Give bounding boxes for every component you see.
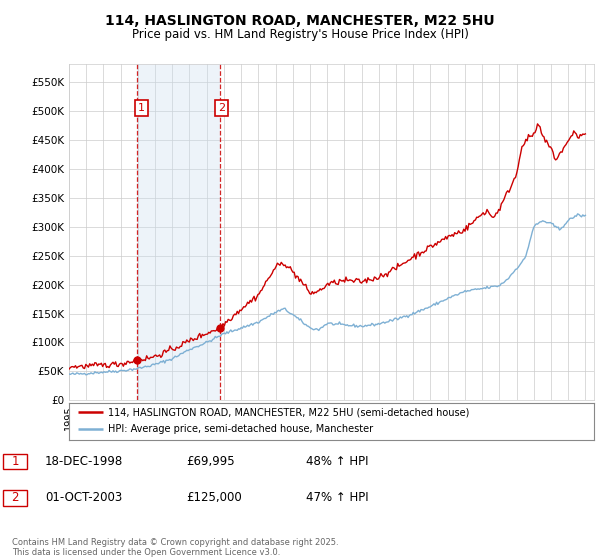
Text: Contains HM Land Registry data © Crown copyright and database right 2025.
This d: Contains HM Land Registry data © Crown c… bbox=[12, 538, 338, 557]
Text: 1: 1 bbox=[138, 103, 145, 113]
Text: Price paid vs. HM Land Registry's House Price Index (HPI): Price paid vs. HM Land Registry's House … bbox=[131, 28, 469, 41]
Text: 114, HASLINGTON ROAD, MANCHESTER, M22 5HU: 114, HASLINGTON ROAD, MANCHESTER, M22 5H… bbox=[105, 14, 495, 28]
Text: 48% ↑ HPI: 48% ↑ HPI bbox=[306, 455, 368, 468]
Text: £69,995: £69,995 bbox=[186, 455, 235, 468]
Text: £125,000: £125,000 bbox=[186, 491, 242, 505]
Text: 2: 2 bbox=[11, 491, 19, 505]
Text: HPI: Average price, semi-detached house, Manchester: HPI: Average price, semi-detached house,… bbox=[109, 424, 373, 435]
Bar bbox=[137, 64, 220, 400]
Text: 2: 2 bbox=[218, 103, 225, 113]
Text: 47% ↑ HPI: 47% ↑ HPI bbox=[306, 491, 368, 505]
Text: 1: 1 bbox=[11, 455, 19, 468]
Text: 01-OCT-2003: 01-OCT-2003 bbox=[45, 491, 122, 505]
Text: 114, HASLINGTON ROAD, MANCHESTER, M22 5HU (semi-detached house): 114, HASLINGTON ROAD, MANCHESTER, M22 5H… bbox=[109, 407, 470, 417]
Text: 18-DEC-1998: 18-DEC-1998 bbox=[45, 455, 123, 468]
